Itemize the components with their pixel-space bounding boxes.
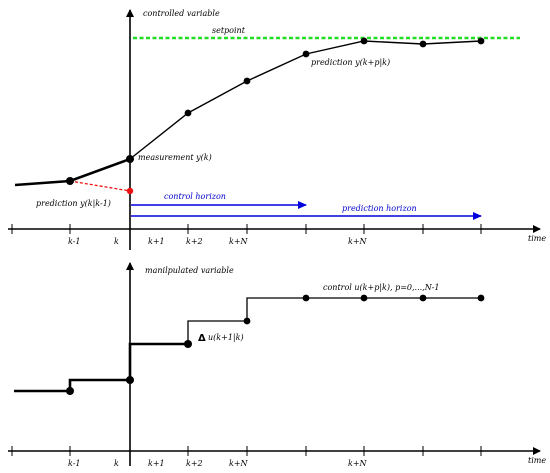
bottom-tick-label: k+N <box>229 459 249 468</box>
prediction-label: prediction y(k+p|k) <box>311 58 390 67</box>
measurement-label: measurement y(k) <box>138 153 212 162</box>
control-label: control u(k+p|k), p=0,...,N-1 <box>323 283 440 292</box>
top-tick-label: k-1 <box>68 237 81 246</box>
bottom-tick-label: k+1 <box>148 459 165 468</box>
bottom-x-axis-label: time <box>528 456 546 465</box>
bottom-panel: k-1 k k+1 k+2 k+N k+N manilpulated varia… <box>8 262 546 468</box>
top-y-axis-label: controlled variable <box>143 9 220 18</box>
bottom-y-axis-label: manilpulated variable <box>145 266 234 275</box>
bottom-tick-label: k-1 <box>68 459 81 468</box>
bottom-tick-label: k <box>114 459 119 468</box>
past-prediction-line <box>69 180 131 192</box>
past-control-staircase <box>14 342 188 393</box>
past-prediction-label: prediction y(k|k-1) <box>36 199 111 208</box>
top-tick-marks <box>11 224 482 234</box>
output-points <box>66 37 485 185</box>
control-points <box>66 294 485 395</box>
top-tick-label: k+2 <box>186 237 203 246</box>
top-tick-label: k <box>114 237 119 246</box>
bottom-tick-marks <box>11 446 482 456</box>
setpoint-label: setpoint <box>212 26 246 35</box>
bottom-tick-label: k+N <box>348 459 368 468</box>
predicted-output-line <box>129 40 482 160</box>
top-panel: k-1 k k+1 k+2 k+N k+N controlled variabl… <box>8 9 546 250</box>
top-tick-label: k+N <box>229 237 249 246</box>
control-horizon-label: control horizon <box>164 192 226 201</box>
bottom-tick-label: k+2 <box>186 459 203 468</box>
delta-label: u(k+1|k) <box>208 333 244 342</box>
top-x-axis-label: time <box>528 234 546 243</box>
prediction-horizon-label: prediction horizon <box>342 204 417 213</box>
top-tick-label: k+N <box>348 237 368 246</box>
past-prediction-point <box>126 187 134 195</box>
delta-symbol: Δ <box>198 333 206 344</box>
top-tick-label: k+1 <box>148 237 165 246</box>
